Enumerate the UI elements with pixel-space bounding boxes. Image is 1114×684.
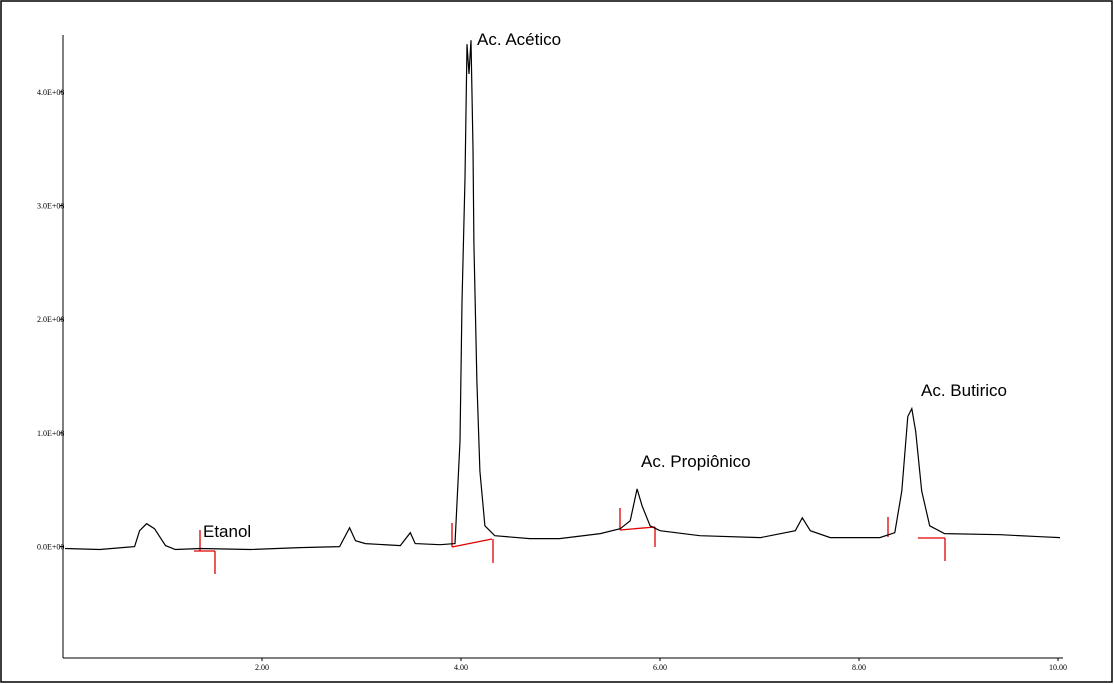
- y-tick-label: 0.0E+00: [37, 543, 64, 552]
- peak-label: Ac. Butirico: [921, 381, 1007, 400]
- integration-markers: [194, 508, 946, 574]
- x-tick-label: 10.00: [1049, 663, 1067, 672]
- trace: [64, 40, 1061, 551]
- x-tick-label: 8.00: [852, 663, 866, 672]
- x-tick-label: 2.00: [255, 663, 269, 672]
- peak-label: Etanol: [203, 522, 251, 541]
- y-tick-label: 2.0E+08: [37, 315, 64, 324]
- x-tick-label: 6.00: [653, 663, 667, 672]
- peak-label: Ac. Propiônico: [641, 452, 751, 471]
- y-tick-label: 1.0E+08: [37, 429, 64, 438]
- y-tick-label: 3.0E+08: [37, 202, 64, 211]
- x-tick-label: 4.00: [454, 663, 468, 672]
- y-tick-label: 4.0E+08: [37, 88, 64, 97]
- peak-label: Ac. Acético: [477, 30, 561, 49]
